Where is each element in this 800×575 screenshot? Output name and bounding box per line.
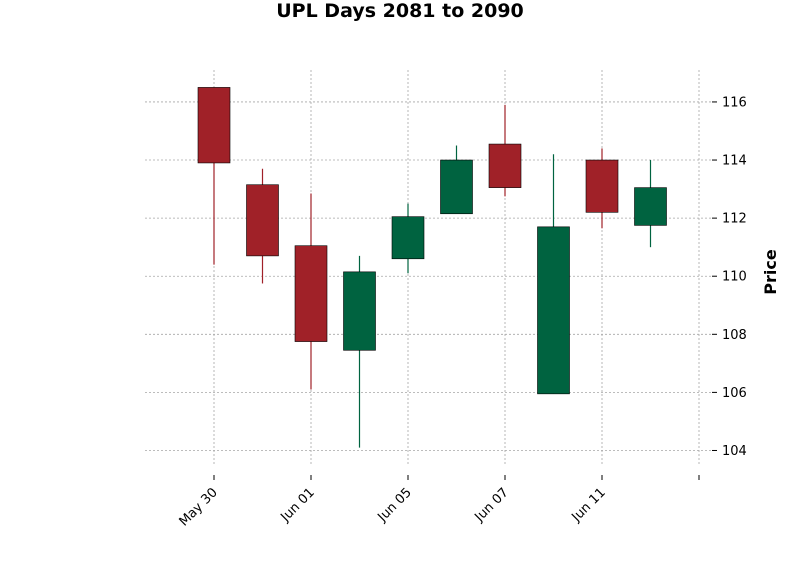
candle [343, 255, 376, 448]
x-axis: May 30 Jun 01 Jun 05 Jun 07 Jun 11 [177, 475, 700, 529]
x-tick-label: Jun 11 [569, 485, 609, 525]
candle-body [488, 143, 522, 188]
candle-body [391, 216, 425, 260]
y-tick-label: 106 [722, 386, 747, 401]
candle [246, 168, 279, 284]
candle [197, 87, 231, 265]
candle [391, 203, 425, 274]
candles [197, 87, 667, 448]
y-axis: 104 106 108 110 112 114 116 [712, 95, 747, 459]
x-tick-label: May 30 [177, 485, 221, 529]
candle [440, 145, 473, 215]
y-tick-label: 112 [722, 212, 747, 227]
chart-title: UPL Days 2081 to 2090 [276, 0, 524, 22]
x-tick-label: Jun 01 [278, 485, 318, 525]
candle-body [585, 159, 619, 213]
y-tick-label: 104 [722, 444, 747, 459]
x-tick-label: Jun 05 [375, 485, 415, 525]
candle-body [634, 187, 667, 226]
candle [537, 154, 570, 395]
candle [294, 193, 328, 390]
x-tick-label: Jun 07 [472, 485, 512, 525]
candle-body [246, 184, 279, 257]
candle [634, 160, 667, 248]
candle [488, 104, 522, 197]
y-tick-label: 114 [722, 154, 747, 169]
candle [585, 148, 619, 229]
y-tick-label: 108 [722, 328, 747, 343]
candle-body [197, 87, 231, 164]
candle-body [294, 245, 328, 342]
candle-body [440, 159, 473, 215]
y-tick-label: 110 [722, 270, 747, 285]
candle-body [343, 271, 376, 351]
candle-body [537, 226, 570, 395]
y-axis-label: Price [761, 249, 780, 295]
y-tick-label: 116 [722, 95, 747, 110]
